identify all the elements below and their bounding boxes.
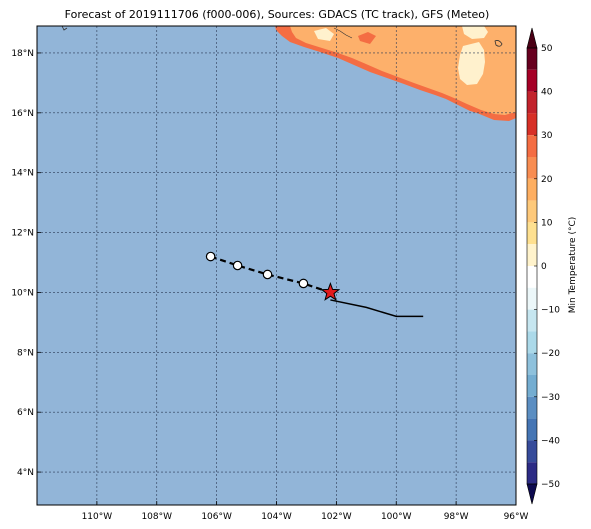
colorbar-tick-label: −10 [541, 306, 560, 316]
colorbar-bin [527, 396, 537, 419]
x-tick-label: 110°W [82, 512, 113, 522]
colorbar-bin [527, 135, 537, 157]
colorbar-bin [527, 178, 537, 201]
figure-title: Forecast of 2019111706 (f000-006), Sourc… [65, 8, 490, 21]
coastline-islands [61, 26, 503, 47]
colorbar-extend-high [526, 27, 538, 49]
y-tick-label: 10°N [11, 288, 34, 298]
forecast-position-marker [232, 260, 243, 271]
colorbar-tick-label: −50 [541, 480, 560, 490]
land-mild-zone [462, 26, 488, 39]
colorbar-bin [527, 331, 537, 354]
cyclone-tracks [205, 251, 424, 318]
colorbar-bin [527, 309, 537, 332]
x-tick-label: 96°W [504, 512, 529, 522]
land-warm-zone [290, 26, 516, 115]
colorbar: 50 40 30 20 10 0 −10 −20 −30 −40 −50 [526, 27, 560, 505]
x-tick-label: 98°W [444, 512, 469, 522]
y-tick-label: 4°N [17, 468, 34, 478]
y-tick-label: 6°N [17, 408, 34, 418]
island-outline [61, 26, 68, 31]
longitude-axis: 110°W 108°W 106°W 104°W 102°W 100°W 98°W 96°W [82, 501, 529, 522]
colorbar-bin [527, 244, 537, 266]
colorbar-bin [527, 375, 537, 397]
forecast-position-marker [262, 269, 273, 280]
colorbar-bin [527, 113, 537, 136]
colorbar-tick-label: 40 [541, 88, 553, 98]
land-temperature-fill [275, 26, 516, 121]
y-tick-label: 18°N [11, 49, 34, 59]
y-tick-label: 12°N [11, 229, 34, 239]
current-position-star [320, 281, 341, 301]
map-area [37, 26, 516, 505]
x-tick-label: 104°W [261, 512, 292, 522]
colorbar-extend-low [526, 483, 538, 505]
colorbar-bin [527, 48, 537, 70]
colorbar-bin [527, 200, 537, 223]
x-tick-label: 102°W [321, 512, 352, 522]
colorbar-tick-label: 50 [541, 44, 553, 54]
colorbar-tick-label: −40 [541, 436, 560, 446]
past-track-line [330, 299, 424, 318]
colorbar-label: Min Temperature (°C) [568, 217, 578, 314]
colorbar-bin [527, 222, 537, 245]
y-tick-label: 14°N [11, 169, 34, 179]
colorbar-tick-label: 10 [541, 218, 553, 228]
island-outline [494, 40, 503, 47]
colorbar-bin [527, 353, 537, 375]
x-tick-label: 106°W [201, 512, 232, 522]
x-tick-label: 100°W [381, 512, 412, 522]
coastline-detail [333, 27, 353, 39]
ocean-background [37, 26, 516, 505]
forecast-position-marker [205, 251, 216, 262]
colorbar-tick-label: −30 [541, 393, 560, 403]
colorbar-bin [527, 440, 537, 463]
y-tick-label: 8°N [17, 348, 34, 358]
colorbar-bin [527, 91, 537, 114]
land-mild-zone [314, 28, 334, 41]
colorbar-bin [527, 266, 537, 288]
colorbar-bin [527, 418, 537, 441]
colorbar-tick-label: 20 [541, 175, 553, 185]
colorbar-tick-label: −20 [541, 349, 560, 359]
colorbar-bin [527, 462, 537, 484]
forecast-position-marker [298, 278, 309, 289]
colorbar-bin [527, 157, 537, 179]
y-tick-label: 16°N [11, 109, 34, 119]
colorbar-bin [527, 287, 537, 310]
colorbar-tick-label: 0 [541, 262, 547, 272]
latitude-axis: 4°N 6°N 8°N 10°N 12°N 14°N 16°N 18°N [11, 49, 41, 478]
x-tick-label: 108°W [141, 512, 172, 522]
colorbar-bin [527, 69, 537, 92]
colorbar-tick-label: 30 [541, 131, 553, 141]
land-hot-spot [358, 32, 376, 44]
